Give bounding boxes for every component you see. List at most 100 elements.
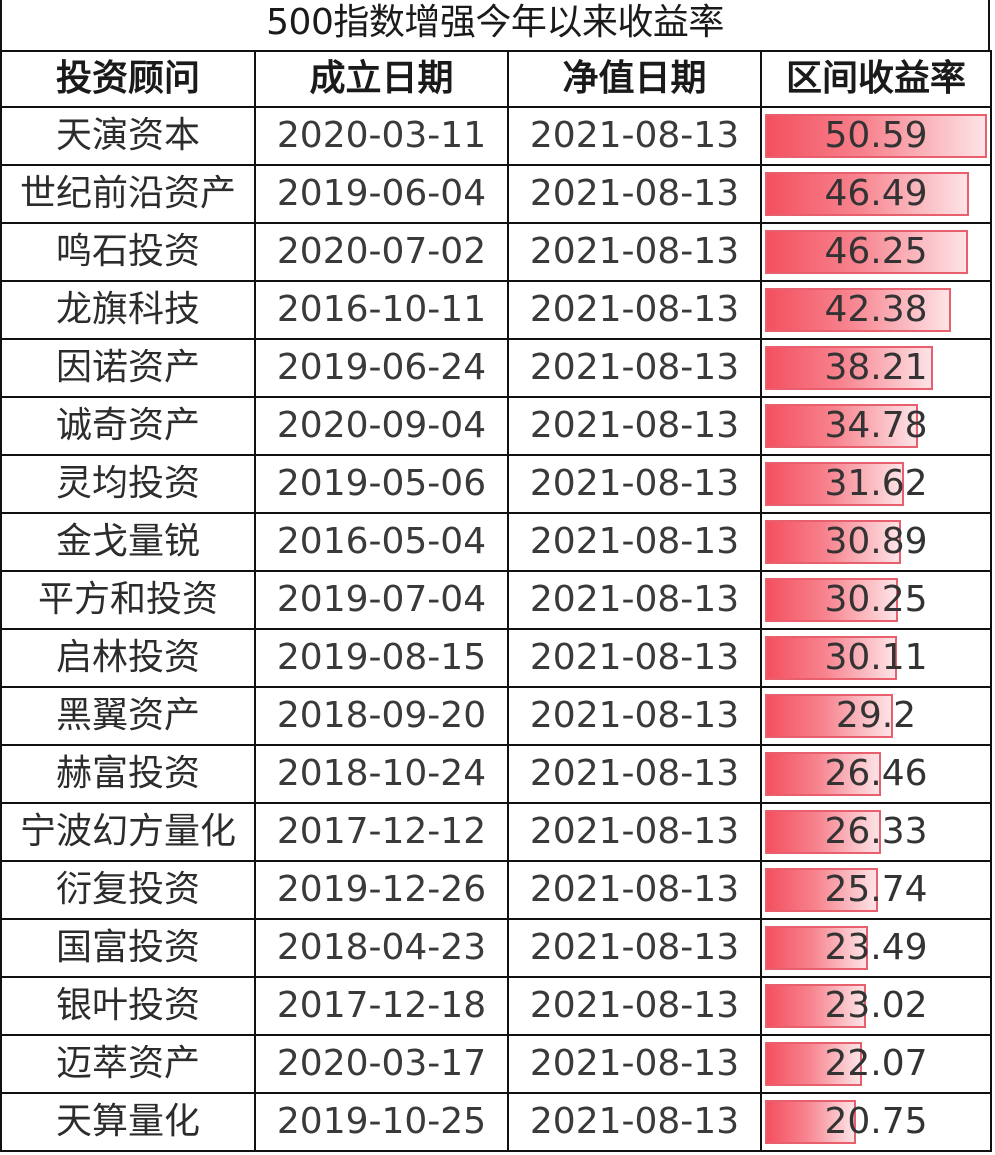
founded-date-cell: 2018-04-23 bbox=[254, 918, 509, 978]
founded-date-cell: 2017-12-18 bbox=[254, 976, 509, 1036]
founded-date-cell: 2019-06-24 bbox=[254, 338, 509, 398]
return-value: 30.89 bbox=[824, 521, 928, 562]
table-title: 500指数增强今年以来收益率 bbox=[0, 0, 990, 50]
founded-date-cell: 2018-10-24 bbox=[254, 744, 509, 804]
nav-date-cell: 2021-08-13 bbox=[507, 1034, 762, 1094]
return-value: 29.2 bbox=[835, 695, 917, 736]
founded-date-cell: 2019-10-25 bbox=[254, 1092, 509, 1152]
nav-date-cell: 2021-08-13 bbox=[507, 454, 762, 514]
nav-date-cell: 2021-08-13 bbox=[507, 106, 762, 166]
advisor-cell: 灵均投资 bbox=[0, 454, 256, 514]
founded-date-cell: 2016-05-04 bbox=[254, 512, 509, 572]
return-value: 26.46 bbox=[824, 753, 928, 794]
header-founded-date: 成立日期 bbox=[254, 50, 509, 108]
founded-date-cell: 2016-10-11 bbox=[254, 280, 509, 340]
return-cell: 31.62 bbox=[760, 454, 992, 514]
return-cell: 29.2 bbox=[760, 686, 992, 746]
nav-date-cell: 2021-08-13 bbox=[507, 222, 762, 282]
advisor-cell: 黑翼资产 bbox=[0, 686, 256, 746]
founded-date-cell: 2020-07-02 bbox=[254, 222, 509, 282]
table-row: 诚奇资产 2020-09-04 2021-08-13 34.78 bbox=[0, 396, 992, 456]
return-data-bar bbox=[765, 926, 868, 970]
return-data-bar bbox=[765, 288, 951, 332]
header-nav-date: 净值日期 bbox=[507, 50, 762, 108]
return-cell: 30.89 bbox=[760, 512, 992, 572]
nav-date-cell: 2021-08-13 bbox=[507, 860, 762, 920]
return-data-bar bbox=[765, 1042, 862, 1086]
advisor-cell: 天算量化 bbox=[0, 1092, 256, 1152]
nav-date-cell: 2021-08-13 bbox=[507, 976, 762, 1036]
table-row: 平方和投资 2019-07-04 2021-08-13 30.25 bbox=[0, 570, 992, 630]
nav-date-cell: 2021-08-13 bbox=[507, 570, 762, 630]
table-row: 天算量化 2019-10-25 2021-08-13 20.75 bbox=[0, 1092, 992, 1152]
return-value: 31.62 bbox=[824, 463, 928, 504]
return-value: 23.49 bbox=[824, 927, 928, 968]
table-row: 迈萃资产 2020-03-17 2021-08-13 22.07 bbox=[0, 1034, 992, 1094]
advisor-cell: 金戈量锐 bbox=[0, 512, 256, 572]
return-data-bar bbox=[765, 810, 881, 854]
nav-date-cell: 2021-08-13 bbox=[507, 338, 762, 398]
return-cell: 30.11 bbox=[760, 628, 992, 688]
return-value: 38.21 bbox=[824, 347, 928, 388]
return-cell: 46.49 bbox=[760, 164, 992, 224]
founded-date-cell: 2019-07-04 bbox=[254, 570, 509, 630]
table-row: 灵均投资 2019-05-06 2021-08-13 31.62 bbox=[0, 454, 992, 514]
return-value: 22.07 bbox=[824, 1043, 928, 1084]
table-row: 启林投资 2019-08-15 2021-08-13 30.11 bbox=[0, 628, 992, 688]
founded-date-cell: 2019-05-06 bbox=[254, 454, 509, 514]
return-data-bar bbox=[765, 114, 987, 158]
table-row: 衍复投资 2019-12-26 2021-08-13 25.74 bbox=[0, 860, 992, 920]
return-cell: 34.78 bbox=[760, 396, 992, 456]
return-value: 30.25 bbox=[824, 579, 928, 620]
table-row: 因诺资产 2019-06-24 2021-08-13 38.21 bbox=[0, 338, 992, 398]
return-data-bar bbox=[765, 984, 866, 1028]
nav-date-cell: 2021-08-13 bbox=[507, 1092, 762, 1152]
return-data-bar bbox=[765, 752, 881, 796]
return-cell: 26.33 bbox=[760, 802, 992, 862]
header-row: 投资顾问 成立日期 净值日期 区间收益率 bbox=[0, 50, 992, 108]
return-cell: 46.25 bbox=[760, 222, 992, 282]
advisor-cell: 龙旗科技 bbox=[0, 280, 256, 340]
nav-date-cell: 2021-08-13 bbox=[507, 686, 762, 746]
advisor-cell: 国富投资 bbox=[0, 918, 256, 978]
founded-date-cell: 2020-03-17 bbox=[254, 1034, 509, 1094]
advisor-cell: 天演资本 bbox=[0, 106, 256, 166]
return-value: 46.25 bbox=[824, 231, 928, 272]
return-value: 30.11 bbox=[824, 637, 928, 678]
advisor-cell: 平方和投资 bbox=[0, 570, 256, 630]
advisor-cell: 银叶投资 bbox=[0, 976, 256, 1036]
return-cell: 23.02 bbox=[760, 976, 992, 1036]
return-data-bar bbox=[765, 578, 898, 622]
nav-date-cell: 2021-08-13 bbox=[507, 512, 762, 572]
table-row: 天演资本 2020-03-11 2021-08-13 50.59 bbox=[0, 106, 992, 166]
founded-date-cell: 2019-06-04 bbox=[254, 164, 509, 224]
advisor-cell: 宁波幻方量化 bbox=[0, 802, 256, 862]
founded-date-cell: 2017-12-12 bbox=[254, 802, 509, 862]
return-cell: 50.59 bbox=[760, 106, 992, 166]
return-cell: 23.49 bbox=[760, 918, 992, 978]
advisor-cell: 赫富投资 bbox=[0, 744, 256, 804]
return-cell: 25.74 bbox=[760, 860, 992, 920]
nav-date-cell: 2021-08-13 bbox=[507, 280, 762, 340]
table-row: 龙旗科技 2016-10-11 2021-08-13 42.38 bbox=[0, 280, 992, 340]
nav-date-cell: 2021-08-13 bbox=[507, 396, 762, 456]
advisor-cell: 鸣石投资 bbox=[0, 222, 256, 282]
return-value: 20.75 bbox=[824, 1101, 928, 1142]
return-data-bar bbox=[765, 404, 918, 448]
return-data-bar bbox=[765, 636, 897, 680]
return-cell: 20.75 bbox=[760, 1092, 992, 1152]
advisor-cell: 因诺资产 bbox=[0, 338, 256, 398]
header-advisor: 投资顾问 bbox=[0, 50, 256, 108]
founded-date-cell: 2018-09-20 bbox=[254, 686, 509, 746]
return-data-bar bbox=[765, 520, 901, 564]
nav-date-cell: 2021-08-13 bbox=[507, 744, 762, 804]
advisor-cell: 诚奇资产 bbox=[0, 396, 256, 456]
advisor-cell: 迈萃资产 bbox=[0, 1034, 256, 1094]
return-value: 46.49 bbox=[824, 173, 928, 214]
return-cell: 42.38 bbox=[760, 280, 992, 340]
return-data-bar bbox=[765, 868, 878, 912]
nav-date-cell: 2021-08-13 bbox=[507, 802, 762, 862]
nav-date-cell: 2021-08-13 bbox=[507, 628, 762, 688]
return-value: 42.38 bbox=[824, 289, 928, 330]
table-row: 赫富投资 2018-10-24 2021-08-13 26.46 bbox=[0, 744, 992, 804]
